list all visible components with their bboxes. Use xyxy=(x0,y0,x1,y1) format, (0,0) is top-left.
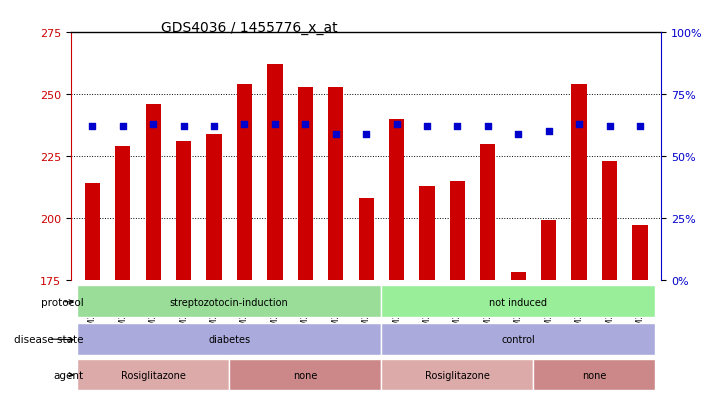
Bar xyxy=(77,358,229,390)
Text: GDS4036 / 1455776_x_at: GDS4036 / 1455776_x_at xyxy=(161,21,337,35)
Bar xyxy=(541,221,556,280)
Bar xyxy=(450,181,465,280)
Point xyxy=(482,123,493,130)
Text: disease state: disease state xyxy=(14,334,83,344)
Point xyxy=(422,123,433,130)
Point xyxy=(148,121,159,128)
Bar xyxy=(572,85,587,280)
Bar xyxy=(176,142,191,280)
Point xyxy=(208,123,220,130)
Point xyxy=(391,121,402,128)
Bar xyxy=(206,134,222,280)
Point xyxy=(513,131,524,138)
Bar xyxy=(229,358,381,390)
Text: ■: ■ xyxy=(136,412,148,413)
Text: protocol: protocol xyxy=(41,297,83,307)
Text: Rosiglitazone: Rosiglitazone xyxy=(121,370,186,380)
Bar xyxy=(328,88,343,280)
Bar xyxy=(533,358,655,390)
Point xyxy=(239,121,250,128)
Text: streptozotocin-induction: streptozotocin-induction xyxy=(170,297,289,307)
Point xyxy=(360,131,372,138)
Bar xyxy=(115,147,130,280)
Bar xyxy=(146,104,161,280)
Text: diabetes: diabetes xyxy=(208,334,250,344)
Bar xyxy=(602,161,617,280)
Bar xyxy=(381,358,533,390)
Bar xyxy=(237,85,252,280)
Point xyxy=(543,128,555,135)
Bar xyxy=(632,226,648,280)
Bar xyxy=(389,119,404,280)
Bar xyxy=(77,286,381,318)
Bar xyxy=(381,286,655,318)
Point xyxy=(299,121,311,128)
Bar xyxy=(510,273,526,280)
Point xyxy=(117,123,129,130)
Text: none: none xyxy=(582,370,606,380)
Text: agent: agent xyxy=(53,370,83,380)
Bar xyxy=(77,323,381,355)
Point xyxy=(178,123,189,130)
Point xyxy=(604,123,615,130)
Text: not induced: not induced xyxy=(489,297,547,307)
Text: none: none xyxy=(293,370,318,380)
Bar xyxy=(358,199,374,280)
Point xyxy=(269,121,281,128)
Text: control: control xyxy=(501,334,535,344)
Point xyxy=(451,123,463,130)
Point xyxy=(330,131,341,138)
Bar xyxy=(267,65,282,280)
Bar xyxy=(381,323,655,355)
Text: Rosiglitazone: Rosiglitazone xyxy=(425,370,490,380)
Point xyxy=(573,121,584,128)
Bar xyxy=(298,88,313,280)
Point xyxy=(87,123,98,130)
Bar xyxy=(419,186,434,280)
Point xyxy=(634,123,646,130)
Bar xyxy=(85,184,100,280)
Bar xyxy=(480,144,496,280)
